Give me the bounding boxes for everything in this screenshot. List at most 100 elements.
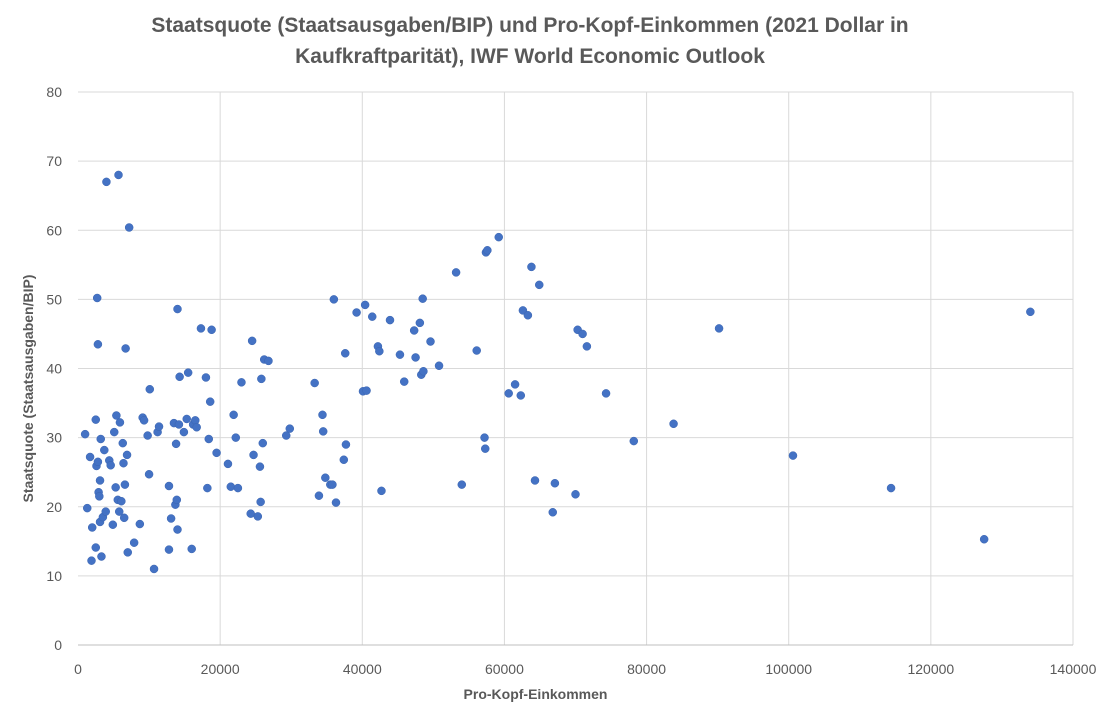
- data-point: [183, 368, 193, 377]
- data-point: [115, 418, 125, 427]
- data-point: [504, 389, 513, 398]
- data-point: [1026, 307, 1035, 317]
- chart-title-line-1: Staatsquote (Staatsausgaben/BIP) und Pro…: [151, 14, 909, 37]
- data-point: [494, 232, 503, 242]
- data-point: [95, 492, 104, 501]
- data-point: [281, 431, 291, 440]
- x-tick-label: 80000: [627, 661, 666, 677]
- data-point: [118, 438, 128, 448]
- data-point: [119, 513, 129, 523]
- chart-title-line-2: Kaufkraftparität), IWF World Economic Ou…: [295, 45, 765, 68]
- data-point: [203, 483, 212, 493]
- data-point: [979, 534, 989, 544]
- data-point: [93, 340, 103, 349]
- data-point: [451, 268, 461, 277]
- data-point: [375, 346, 384, 356]
- data-point: [82, 503, 92, 513]
- data-point: [112, 411, 121, 420]
- data-point: [548, 508, 558, 517]
- data-point: [523, 311, 533, 320]
- data-point: [328, 480, 337, 489]
- data-point: [318, 427, 328, 436]
- data-point: [535, 280, 544, 290]
- data-point: [201, 373, 211, 382]
- data-point: [166, 514, 176, 523]
- data-point: [93, 457, 103, 467]
- data-point: [527, 262, 536, 272]
- data-point: [362, 386, 371, 395]
- data-point: [108, 520, 118, 529]
- y-tick-label: 10: [46, 568, 62, 584]
- data-point: [377, 486, 386, 496]
- data-point: [480, 444, 490, 453]
- data-point: [174, 420, 184, 429]
- data-point: [249, 450, 258, 460]
- data-point: [255, 462, 265, 471]
- data-point: [91, 415, 101, 424]
- data-point: [95, 476, 105, 485]
- data-point: [233, 483, 243, 493]
- data-point: [246, 509, 255, 518]
- data-point: [96, 434, 105, 444]
- x-tick-label: 40000: [343, 661, 382, 677]
- data-point: [457, 480, 467, 489]
- y-axis-tick-labels: 0 10 20 30 40 50 60 70 80: [46, 84, 62, 653]
- data-point: [411, 353, 420, 362]
- data-point: [205, 397, 215, 406]
- y-tick-label: 30: [46, 430, 62, 446]
- data-point: [85, 452, 95, 462]
- data-point: [237, 378, 246, 387]
- data-point: [91, 543, 101, 552]
- x-tick-label: 60000: [485, 661, 524, 677]
- y-tick-label: 40: [46, 361, 62, 377]
- y-tick-label: 50: [46, 291, 62, 307]
- data-point: [226, 482, 236, 491]
- data-point: [192, 423, 201, 432]
- x-tick-label: 20000: [201, 661, 240, 677]
- data-point: [578, 329, 587, 339]
- data-point: [204, 434, 214, 444]
- data-point: [399, 377, 409, 386]
- data-point: [247, 336, 257, 346]
- data-point: [231, 433, 241, 442]
- data-point: [385, 315, 395, 325]
- data-point: [120, 480, 130, 489]
- data-point: [182, 414, 191, 424]
- data-point: [472, 346, 481, 355]
- data-point: [352, 308, 361, 317]
- data-point: [173, 304, 182, 314]
- data-point: [253, 512, 263, 521]
- data-point: [106, 461, 115, 470]
- data-point: [419, 367, 428, 376]
- data-point: [669, 419, 678, 429]
- y-tick-label: 20: [46, 499, 62, 515]
- data-point: [318, 410, 327, 420]
- data-point: [426, 337, 435, 346]
- data-point: [340, 349, 350, 358]
- data-point: [175, 372, 184, 382]
- data-point: [530, 476, 540, 485]
- data-point: [207, 325, 216, 335]
- data-point: [434, 361, 444, 370]
- data-point: [187, 544, 196, 554]
- data-point: [285, 424, 295, 433]
- data-point: [117, 496, 126, 506]
- data-point: [415, 318, 425, 328]
- data-point: [264, 356, 273, 366]
- data-point: [109, 427, 119, 437]
- data-point: [164, 481, 174, 491]
- data-point: [321, 473, 330, 482]
- data-point: [341, 440, 351, 449]
- data-point: [601, 389, 611, 398]
- data-point: [179, 427, 189, 437]
- data-point: [114, 507, 124, 516]
- data-point: [87, 556, 96, 565]
- data-point: [480, 433, 489, 442]
- data-point: [629, 436, 639, 446]
- data-point: [119, 458, 128, 468]
- y-tick-label: 70: [46, 153, 62, 169]
- data-point: [886, 483, 896, 493]
- data-point: [258, 438, 268, 448]
- data-point: [256, 497, 265, 507]
